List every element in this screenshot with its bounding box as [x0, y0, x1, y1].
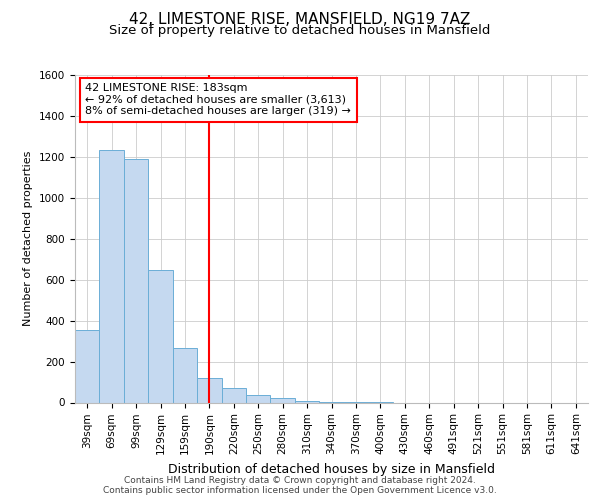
Bar: [173, 348, 197, 403]
Bar: [197, 378, 221, 402]
Bar: [100, 150, 124, 402]
Bar: [246, 394, 271, 402]
Bar: [221, 388, 246, 402]
Text: Contains HM Land Registry data © Crown copyright and database right 2024.: Contains HM Land Registry data © Crown c…: [124, 476, 476, 485]
Bar: [295, 401, 319, 402]
Bar: [271, 398, 295, 402]
Bar: [124, 159, 148, 402]
Bar: [75, 330, 100, 402]
Text: 42 LIMESTONE RISE: 183sqm
← 92% of detached houses are smaller (3,613)
8% of sem: 42 LIMESTONE RISE: 183sqm ← 92% of detac…: [85, 83, 351, 116]
Text: 42, LIMESTONE RISE, MANSFIELD, NG19 7AZ: 42, LIMESTONE RISE, MANSFIELD, NG19 7AZ: [130, 12, 470, 28]
Text: Contains public sector information licensed under the Open Government Licence v3: Contains public sector information licen…: [103, 486, 497, 495]
Y-axis label: Number of detached properties: Number of detached properties: [23, 151, 34, 326]
Text: Size of property relative to detached houses in Mansfield: Size of property relative to detached ho…: [109, 24, 491, 37]
Bar: [148, 270, 173, 402]
X-axis label: Distribution of detached houses by size in Mansfield: Distribution of detached houses by size …: [168, 462, 495, 475]
